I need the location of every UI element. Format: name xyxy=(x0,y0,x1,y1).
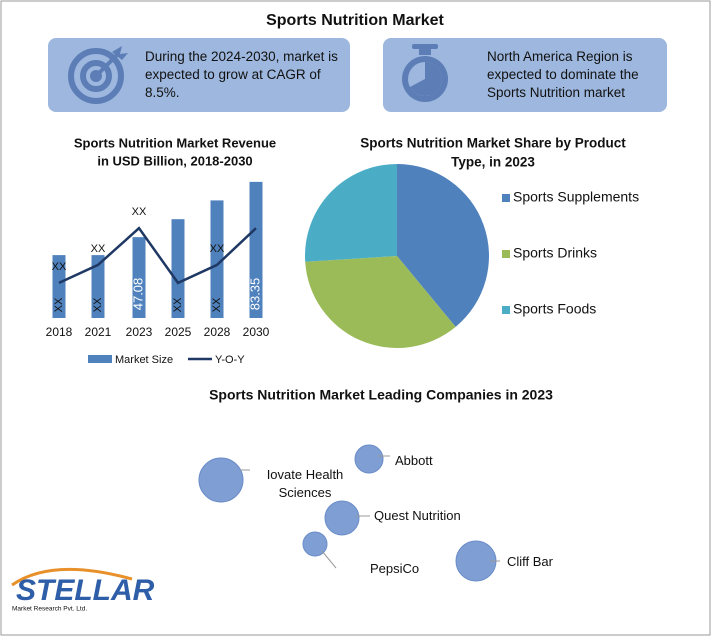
x-tick-label: 2025 xyxy=(165,325,192,339)
legend-swatch xyxy=(502,250,510,258)
legend-swatch xyxy=(502,306,510,314)
chart-title: Type, in 2023 xyxy=(451,155,535,170)
data-label: XX xyxy=(91,243,106,255)
legend-label: Sports Supplements xyxy=(513,189,639,205)
bar xyxy=(210,200,224,318)
legend-label: Market Size xyxy=(115,354,173,366)
chart-title: Sports Nutrition Market Revenue xyxy=(74,135,276,150)
bubble xyxy=(354,444,384,474)
legend-label: Sports Drinks xyxy=(513,245,597,261)
pie-slice xyxy=(397,164,489,327)
target-icon xyxy=(68,46,128,104)
data-label: XX xyxy=(172,297,184,312)
pie-slice xyxy=(305,164,397,262)
highlight-box xyxy=(383,38,667,112)
bubble-label: Abbott xyxy=(395,453,433,468)
data-label: 47.08 xyxy=(130,278,145,311)
logo: STELLAR Market Research Pvt. Ltd. xyxy=(11,567,155,613)
bar xyxy=(171,219,185,318)
chart-title: Sports Nutrition Market Leading Companie… xyxy=(209,387,553,403)
stopwatch-icon xyxy=(402,44,448,102)
data-label: XX xyxy=(92,297,104,312)
x-tick-label: 2030 xyxy=(243,325,270,339)
bubble-label: Cliff Bar xyxy=(507,554,553,569)
legend-label: Sports Foods xyxy=(513,301,596,317)
data-label: 83.35 xyxy=(247,278,262,311)
line xyxy=(58,226,257,285)
logo-tagline: Market Research Pvt. Ltd. xyxy=(12,606,87,613)
bubble-label: Iovate Health Sciences xyxy=(266,467,344,500)
bar xyxy=(132,237,146,318)
bar xyxy=(52,255,66,318)
data-label: XX xyxy=(132,206,147,218)
bubble xyxy=(302,531,328,557)
page-title: Sports Nutrition Market xyxy=(266,12,444,29)
leader-line xyxy=(321,550,337,569)
legend-swatch xyxy=(502,194,510,202)
bubble xyxy=(324,500,360,536)
x-tick-label: 2021 xyxy=(85,325,112,339)
logo-name: STELLAR xyxy=(16,574,155,607)
legend-swatch xyxy=(88,355,112,363)
chart-title: in USD Billion, 2018-2030 xyxy=(97,153,252,168)
highlight-text: During the 2024-2030, market is expected… xyxy=(145,49,338,100)
data-label: XX xyxy=(52,261,67,273)
highlight-text: North America Region is expected to domi… xyxy=(487,49,639,100)
chart-title: Sports Nutrition Market Share by Product xyxy=(360,136,626,151)
bar xyxy=(249,181,263,318)
bubble-label: Quest Nutrition xyxy=(374,508,461,523)
data-label: XX xyxy=(211,297,223,312)
x-tick-label: 2028 xyxy=(204,325,231,339)
legend-label: Y-O-Y xyxy=(215,354,245,366)
data-label: XX xyxy=(210,243,225,255)
data-label: XX xyxy=(53,297,65,312)
bubble xyxy=(198,457,244,503)
bar xyxy=(91,255,105,318)
x-tick-label: 2018 xyxy=(46,325,73,339)
x-tick-label: 2023 xyxy=(126,325,153,339)
pie-slice xyxy=(305,256,456,348)
bubble-label: PepsiCo xyxy=(370,561,420,576)
